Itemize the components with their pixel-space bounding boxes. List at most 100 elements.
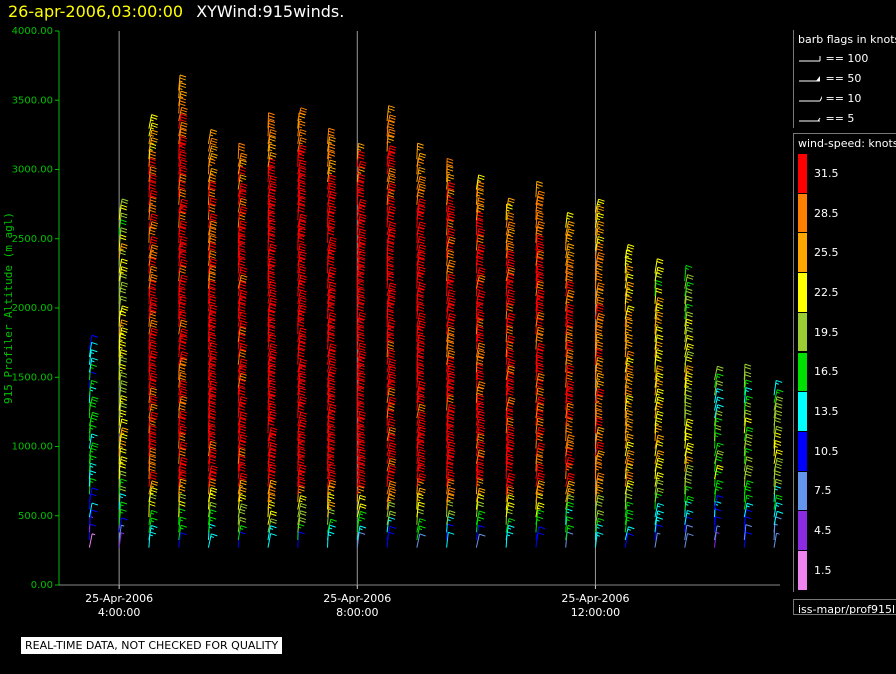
barb-flag [179, 450, 186, 454]
barb-flag [596, 248, 603, 252]
barb-flag [210, 383, 217, 387]
barb-shaft [237, 358, 242, 373]
barb-flag [357, 275, 364, 279]
barb-flag [269, 143, 276, 147]
barb-flag [537, 199, 544, 203]
barb-flag [657, 365, 664, 369]
barb-flag [270, 448, 277, 452]
barb-shaft [207, 388, 212, 403]
barb-flag [357, 339, 365, 343]
barb-flag [536, 206, 543, 210]
barb-flag [507, 531, 514, 535]
barb-flag [508, 300, 515, 304]
barb-flag [299, 176, 306, 180]
barb-flag [627, 501, 634, 505]
barb-flag [387, 476, 395, 480]
barb-flag [417, 278, 424, 282]
wind-barb [118, 433, 128, 449]
wind-barb [207, 424, 216, 441]
barb-flag [478, 197, 485, 201]
barb-half-flag [179, 519, 184, 522]
barb-flag [538, 289, 545, 293]
barb-flag [388, 382, 396, 386]
barb-flag [89, 470, 97, 474]
barb-flag [299, 375, 306, 379]
wind-barb [267, 433, 277, 449]
barb-flag [180, 124, 188, 128]
barb-flag [330, 366, 337, 370]
barb-flag [537, 245, 544, 249]
barb-flag [476, 305, 484, 309]
barb-half-flag [150, 527, 154, 530]
wind-barb [148, 517, 158, 533]
wind-barb [237, 503, 248, 518]
barb-flag [150, 265, 158, 269]
barb-flag [210, 357, 217, 361]
barb-flag [417, 298, 424, 302]
barb-flag [269, 336, 276, 340]
barb-shaft [237, 296, 241, 312]
barb-shaft [178, 493, 181, 510]
barb-flag [536, 438, 543, 442]
wind-barb [207, 350, 218, 365]
barb-flag [298, 442, 305, 446]
barb-flag [598, 282, 605, 286]
barb-flag [655, 420, 662, 424]
barb-flag [627, 360, 634, 364]
barb-flag [417, 217, 424, 221]
barb-half-flag [208, 319, 213, 322]
barb-flag [179, 134, 187, 138]
barb-flag [656, 306, 663, 310]
barb-half-flag [596, 484, 600, 487]
barb-flag [360, 160, 367, 164]
barb-flag [537, 234, 544, 238]
wind-barb [267, 525, 277, 541]
barb-flag [150, 322, 158, 326]
barb-flag [568, 488, 575, 491]
barb-flag [211, 533, 218, 537]
wind-barb [178, 493, 186, 510]
barb-flag [388, 485, 396, 489]
barb-flag [149, 260, 156, 264]
barb-flag [210, 258, 217, 262]
wind-barb [178, 357, 188, 373]
barb-half-flag [208, 433, 213, 436]
barb-flag [626, 436, 634, 440]
barb-half-flag [238, 433, 243, 436]
barb-flag [389, 429, 396, 433]
barb-flag [239, 305, 246, 309]
barb-flag [180, 109, 188, 113]
barb-flag [150, 116, 158, 120]
barb-flag [597, 380, 605, 384]
barb-flag [119, 462, 127, 466]
barb-flag [597, 227, 604, 231]
barb-flag [149, 446, 156, 449]
barb-flag [149, 186, 156, 190]
barb-flag [268, 339, 276, 343]
barb-half-flag [387, 110, 392, 113]
barb-flag [536, 393, 544, 396]
barb-flag [449, 403, 456, 407]
barb-flag [478, 352, 485, 356]
barb-flag [270, 175, 277, 179]
barb-flag [625, 392, 632, 396]
barb-flag [121, 517, 128, 521]
barb-flag [596, 397, 603, 401]
barb-flag [180, 138, 187, 142]
barb-flag [92, 396, 99, 400]
wind-barb [178, 121, 188, 137]
wind-barb [207, 533, 218, 548]
wind-barb [237, 326, 247, 342]
barb-flag [210, 448, 217, 452]
barb-flag [269, 493, 276, 497]
barb-flag [657, 388, 664, 392]
barb-flag [299, 367, 306, 371]
barb-half-flag [626, 423, 630, 426]
barb-half-flag [179, 251, 183, 254]
barb-flag [627, 244, 635, 247]
wind-barb [475, 533, 486, 548]
barb-flag [477, 438, 484, 442]
barb-half-flag [120, 271, 124, 274]
barb-flag [358, 245, 366, 249]
barb-flag [209, 461, 216, 465]
